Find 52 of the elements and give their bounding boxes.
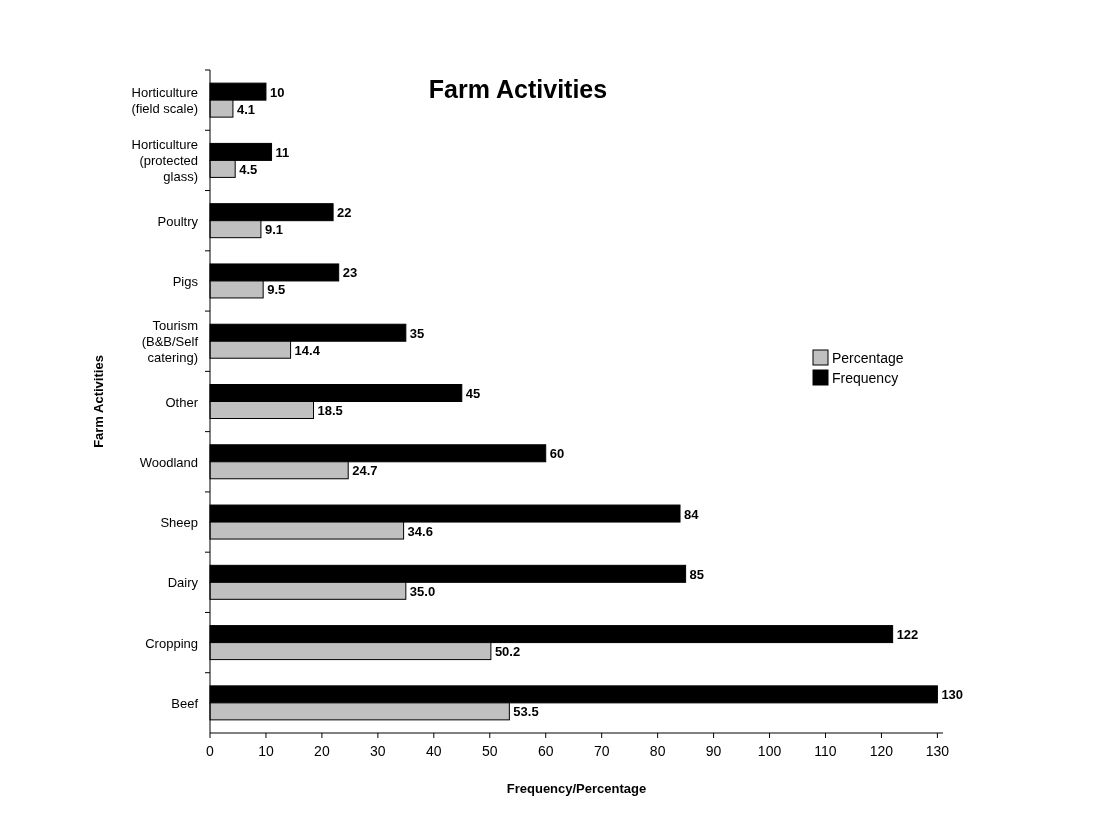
y-tick-label: Horticulture (field scale) [131,85,198,117]
y-tick-label: Dairy [167,575,199,591]
data-label: 122 [896,627,919,643]
y-tick-label: Other [165,394,199,410]
y-axis-title: Farm Activities [91,355,106,448]
x-tick-label: 70 [593,743,610,759]
x-tick-label: 60 [537,743,554,759]
x-tick-label: 120 [869,743,894,759]
x-tick-label: 110 [814,743,837,759]
x-axis-title: Frequency/Percentage [506,781,647,796]
y-tick-label: Tourism (B&B/Self catering) [141,318,199,366]
y-tick-label: Sheep [160,515,198,531]
data-label: 35.0 [409,583,436,599]
data-label: 45 [465,386,481,401]
y-tick-label: Horticulture (protected glass) [131,137,198,185]
x-tick-label: 10 [258,743,274,759]
data-label: 4.5 [239,161,258,177]
data-label: 60 [549,446,565,462]
data-label: 34.6 [407,523,433,539]
data-label: 14.4 [294,342,321,358]
y-tick-label: Pigs [172,273,199,289]
data-label: 130 [941,687,964,703]
legend-label: Frequency [832,370,899,386]
x-tick-label: 80 [649,743,666,759]
x-tick-label: 0 [206,743,215,759]
y-tick-label: Poultry [157,213,199,229]
data-label: 23 [342,265,358,281]
data-label: 9.1 [264,222,283,238]
data-label: 4.1 [236,101,256,117]
data-label: 10 [269,84,285,100]
data-label: 50.2 [494,644,521,660]
x-tick-label: 20 [314,743,330,759]
data-label: 84 [684,506,700,522]
x-tick-label: 40 [426,743,442,759]
data-label: 53.5 [513,704,539,720]
x-tick-label: 30 [370,743,386,759]
data-label: 9.5 [267,282,286,298]
data-label: 35 [409,325,425,341]
data-label: 22 [337,205,352,221]
chart-title: Farm Activities [428,75,608,103]
data-label: 18.5 [317,403,343,418]
x-tick-label: 130 [925,743,950,759]
legend-label: Percentage [832,350,904,366]
x-tick-label: 50 [481,743,498,759]
data-label: 24.7 [352,463,378,479]
data-label: 11 [275,144,290,160]
y-tick-label: Cropping [145,635,198,651]
y-tick-label: Woodland [139,454,198,470]
x-tick-label: 90 [705,743,722,759]
x-tick-label: 100 [757,743,782,759]
y-tick-label: Beef [171,695,199,711]
data-label: 85 [689,566,705,582]
